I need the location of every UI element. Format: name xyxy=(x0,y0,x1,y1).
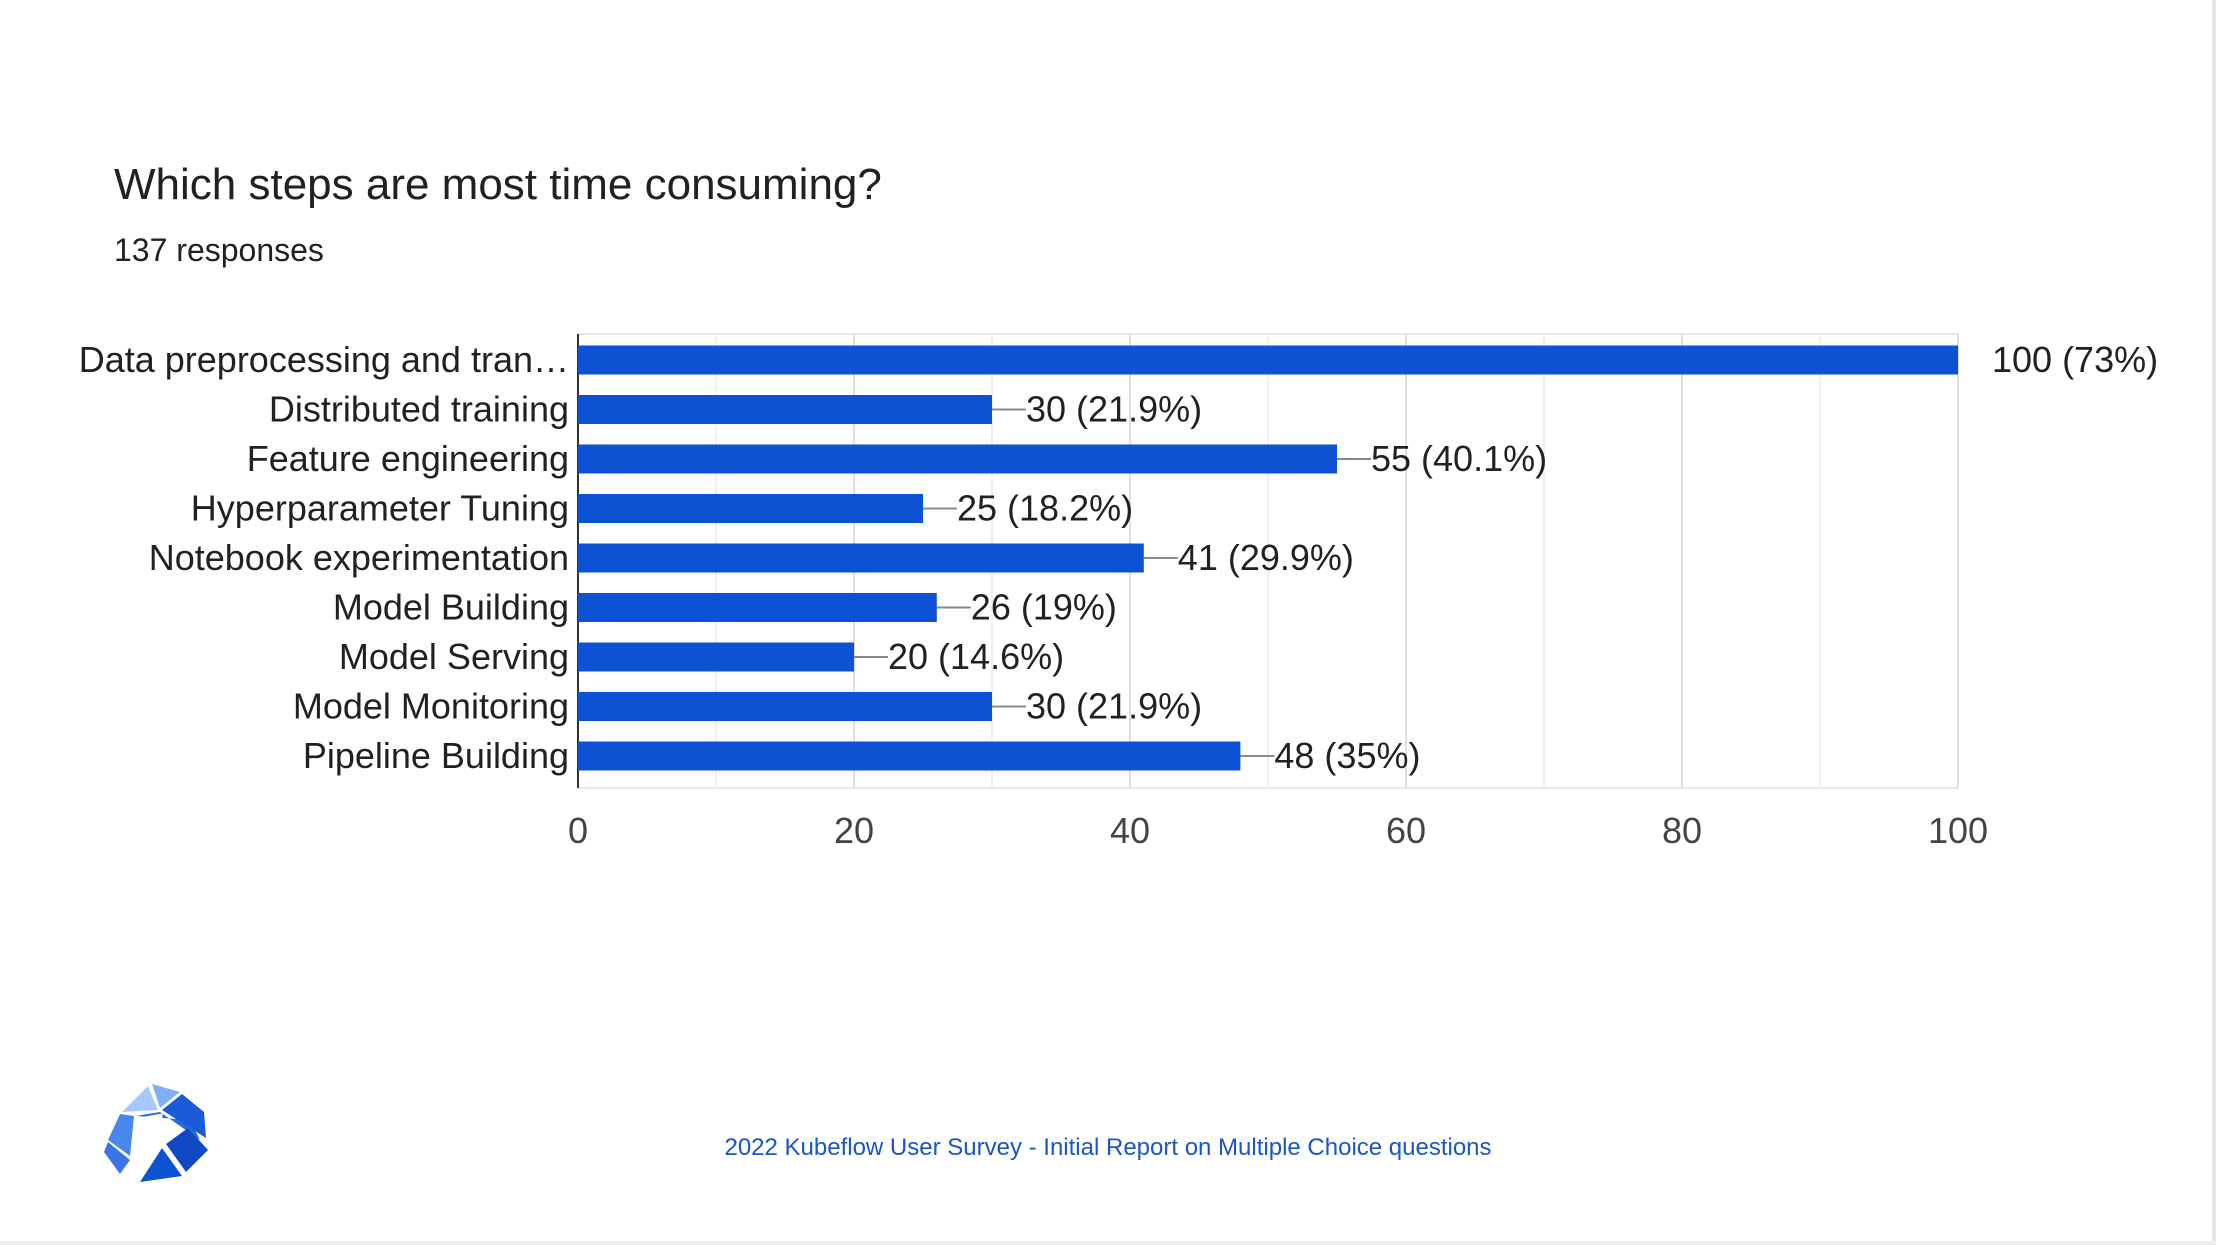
category-label: Data preprocessing and tran… xyxy=(79,339,569,380)
response-count: 137 responses xyxy=(114,232,324,268)
bar xyxy=(578,543,1144,573)
x-tick-label: 40 xyxy=(1110,810,1150,851)
data-label: 41 (29.9%) xyxy=(1178,537,1354,578)
bar xyxy=(578,444,1337,474)
slide-edge-bottom xyxy=(0,1241,2216,1245)
category-label: Hyperparameter Tuning xyxy=(191,488,569,529)
data-label: 55 (40.1%) xyxy=(1371,438,1547,479)
category-label: Feature engineering xyxy=(247,438,569,479)
x-tick-label: 20 xyxy=(834,810,874,851)
category-label: Model Building xyxy=(333,587,569,628)
category-label: Model Monitoring xyxy=(293,686,569,727)
slide-edge-right xyxy=(2212,0,2216,1245)
footer-text: 2022 Kubeflow User Survey - Initial Repo… xyxy=(724,1134,1492,1161)
chart-title: Which steps are most time consuming? xyxy=(114,160,882,209)
data-label: 100 (73%) xyxy=(1992,339,2158,380)
data-label: 25 (18.2%) xyxy=(957,488,1133,529)
category-label: Distributed training xyxy=(269,389,569,430)
x-tick-label: 100 xyxy=(1928,810,1988,851)
bar xyxy=(578,741,1241,771)
x-tick-label: 60 xyxy=(1386,810,1426,851)
x-tick-label: 0 xyxy=(568,810,588,851)
data-label: 30 (21.9%) xyxy=(1026,389,1202,430)
bar xyxy=(578,642,854,672)
data-label: 20 (14.6%) xyxy=(888,636,1064,677)
category-label: Model Serving xyxy=(339,636,569,677)
bar xyxy=(578,345,1958,375)
bar xyxy=(578,692,992,721)
category-label: Notebook experimentation xyxy=(149,537,569,578)
bar-chart: Data preprocessing and tran… 100 (73%) Dis… xyxy=(79,333,2158,851)
bar xyxy=(578,395,992,424)
bar xyxy=(578,593,937,622)
bar xyxy=(578,494,923,523)
data-label: 26 (19%) xyxy=(971,587,1117,628)
data-label: 48 (35%) xyxy=(1274,735,1420,776)
kubeflow-logo-icon xyxy=(104,1084,208,1182)
x-tick-label: 80 xyxy=(1662,810,1702,851)
data-label: 30 (21.9%) xyxy=(1026,686,1202,727)
category-label: Pipeline Building xyxy=(303,735,569,776)
